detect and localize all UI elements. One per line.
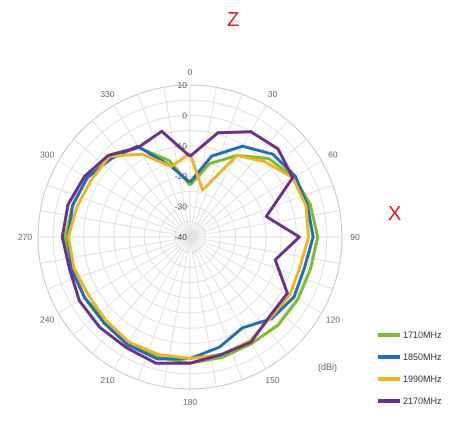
legend-label: 1850MHz xyxy=(403,352,442,362)
radial-tick-label: -30 xyxy=(175,202,188,212)
grid-spoke xyxy=(189,236,322,314)
grid-spoke xyxy=(137,236,191,381)
radial-tick-label: 0 xyxy=(182,110,187,120)
z-axis-label: Z xyxy=(227,9,240,31)
angle-tick-label: 120 xyxy=(326,315,340,325)
angle-ticks: 0 30 60 90 120 150 180 210 240 270 300 330 xyxy=(18,67,360,407)
grid-spoke xyxy=(189,184,334,238)
legend-label: 1710MHz xyxy=(403,330,442,340)
unit-label: (dBi) xyxy=(318,362,337,372)
grid-spoke xyxy=(163,236,191,387)
grid-spoke xyxy=(189,236,340,264)
polar-grid xyxy=(37,84,343,390)
grid-spoke xyxy=(189,236,307,336)
grid-spoke xyxy=(189,236,217,387)
grid-spoke xyxy=(58,160,191,238)
series-lines xyxy=(60,129,320,365)
angle-tick-label: 150 xyxy=(265,375,279,385)
legend-label: 1990MHz xyxy=(403,374,442,384)
radial-tick-label: -40 xyxy=(175,232,188,242)
grid-spoke xyxy=(113,105,191,238)
angle-tick-label: 60 xyxy=(328,150,338,160)
angle-tick-label: 330 xyxy=(100,89,114,99)
grid-spoke xyxy=(189,236,289,354)
angle-tick-label: 240 xyxy=(40,315,54,325)
grid-spoke xyxy=(189,236,267,369)
angle-tick-label: 180 xyxy=(183,397,197,407)
angle-tick-label: 270 xyxy=(18,232,32,242)
angle-tick-label: 210 xyxy=(100,375,114,385)
grid-spoke xyxy=(189,87,217,238)
radial-tick-label: 10 xyxy=(178,80,188,90)
grid-spoke xyxy=(91,120,191,238)
x-axis-label: X xyxy=(388,203,402,225)
angle-tick-label: 90 xyxy=(350,232,360,242)
grid-spoke xyxy=(189,105,267,238)
grid-spoke xyxy=(189,160,322,238)
grid-spoke xyxy=(40,236,191,264)
grid-spoke xyxy=(189,210,340,238)
grid-spoke xyxy=(189,138,307,238)
grid-spoke xyxy=(137,93,191,238)
grid-spoke xyxy=(189,236,243,381)
grid-spoke xyxy=(46,236,191,290)
grid-spoke xyxy=(46,184,191,238)
radial-tick-label: -10 xyxy=(175,141,188,151)
legend: 1710MHz 1850MHz 1990MHz 2170MHz xyxy=(378,330,442,406)
legend-label: 2170MHz xyxy=(403,396,442,406)
grid-spoke xyxy=(189,120,289,238)
grid-spoke xyxy=(189,93,243,238)
series-line-2170MHz xyxy=(60,129,301,365)
grid-spoke xyxy=(189,236,334,290)
angle-tick-label: 300 xyxy=(40,150,54,160)
grid-spoke xyxy=(73,138,191,238)
angle-tick-label: 0 xyxy=(188,67,193,77)
angle-tick-label: 30 xyxy=(268,89,278,99)
